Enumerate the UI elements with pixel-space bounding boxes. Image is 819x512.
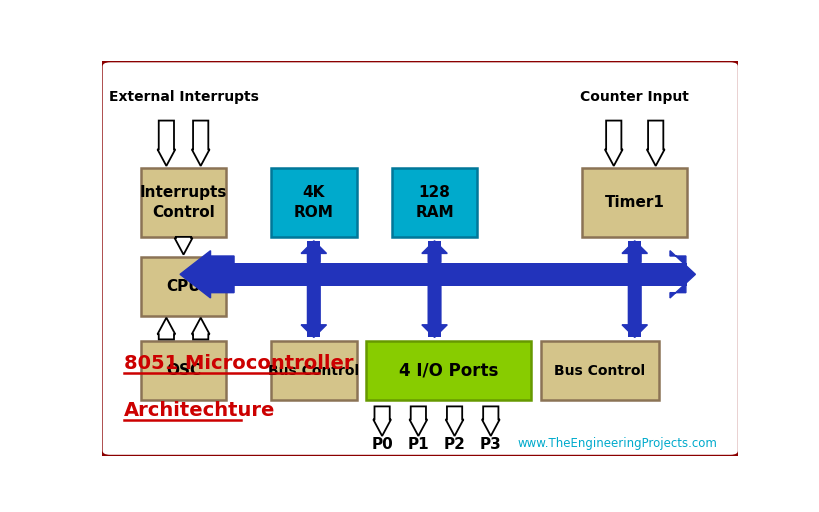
FancyArrow shape (174, 237, 192, 254)
FancyArrow shape (646, 121, 663, 166)
Text: P0: P0 (371, 437, 392, 452)
Text: 4K
ROM: 4K ROM (293, 185, 333, 220)
Text: Architechture: Architechture (124, 401, 275, 420)
FancyArrow shape (622, 241, 647, 263)
FancyArrow shape (421, 241, 446, 263)
Text: Counter Input: Counter Input (580, 90, 688, 104)
Text: P2: P2 (443, 437, 465, 452)
Text: Timer1: Timer1 (604, 195, 664, 210)
FancyArrow shape (446, 407, 463, 436)
FancyArrow shape (157, 121, 175, 166)
FancyArrow shape (421, 286, 446, 337)
FancyArrow shape (482, 407, 499, 436)
FancyArrow shape (669, 251, 695, 298)
FancyArrow shape (180, 251, 233, 298)
Text: External Interrupts: External Interrupts (108, 90, 258, 104)
Text: OSC: OSC (165, 364, 201, 378)
FancyBboxPatch shape (141, 257, 226, 316)
FancyBboxPatch shape (541, 342, 658, 400)
Text: www.TheEngineeringProjects.com: www.TheEngineeringProjects.com (517, 437, 717, 451)
FancyBboxPatch shape (581, 168, 686, 237)
Text: 128
RAM: 128 RAM (414, 185, 453, 220)
Text: Bus Control: Bus Control (554, 364, 645, 378)
Bar (233, 263, 686, 286)
FancyArrow shape (622, 286, 647, 337)
FancyBboxPatch shape (141, 168, 226, 237)
Bar (307, 241, 319, 337)
Bar (627, 241, 640, 337)
FancyBboxPatch shape (391, 168, 477, 237)
Text: CPU: CPU (166, 279, 201, 294)
Text: P1: P1 (407, 437, 428, 452)
Text: Bus Control: Bus Control (268, 364, 359, 378)
FancyArrow shape (301, 286, 326, 337)
FancyArrow shape (409, 407, 427, 436)
Text: P3: P3 (479, 437, 501, 452)
FancyBboxPatch shape (270, 342, 356, 400)
Text: 8051 Microcontroller: 8051 Microcontroller (124, 353, 353, 373)
FancyBboxPatch shape (366, 342, 531, 400)
FancyBboxPatch shape (141, 342, 226, 400)
FancyArrow shape (301, 241, 326, 263)
FancyArrow shape (157, 317, 175, 339)
Bar (428, 241, 441, 337)
FancyBboxPatch shape (101, 60, 739, 457)
FancyArrow shape (373, 407, 391, 436)
FancyArrow shape (192, 121, 210, 166)
Text: 4 I/O Ports: 4 I/O Ports (399, 362, 498, 380)
FancyArrow shape (604, 121, 622, 166)
Text: Interrupts
Control: Interrupts Control (140, 185, 227, 220)
FancyArrow shape (192, 317, 210, 339)
FancyBboxPatch shape (270, 168, 356, 237)
